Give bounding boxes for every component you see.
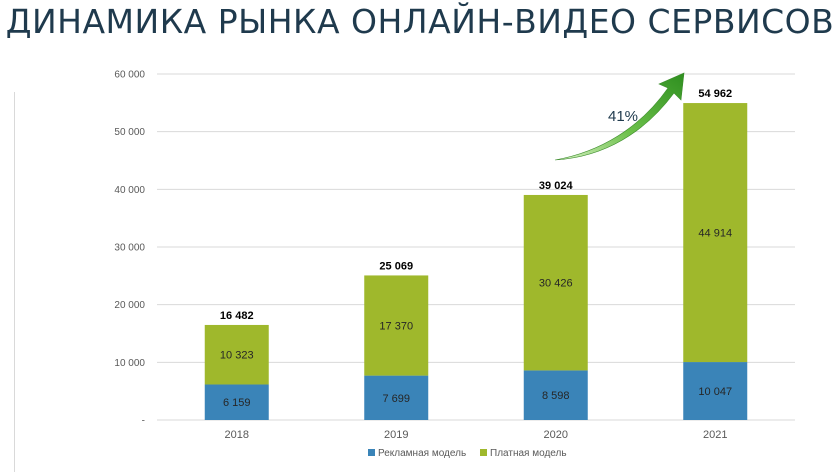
segment-value-label: 44 914 xyxy=(698,228,732,240)
divider xyxy=(14,92,15,472)
segment-value-label: 8 598 xyxy=(542,390,570,402)
y-tick-label: - xyxy=(142,416,145,427)
bar-segment-paid-model xyxy=(683,103,748,363)
y-tick-label: 30 000 xyxy=(114,243,145,254)
bar-segment-ad-model xyxy=(523,370,588,420)
bar-segment-ad-model xyxy=(364,375,429,420)
total-value-label: 16 482 xyxy=(220,310,254,322)
segment-value-label: 17 370 xyxy=(379,321,413,333)
total-value-label: 54 962 xyxy=(698,88,732,100)
segment-value-label: 30 426 xyxy=(539,278,573,290)
segment-value-label: 10 323 xyxy=(220,350,254,362)
segment-value-label: 6 159 xyxy=(223,397,251,409)
legend-swatch xyxy=(368,449,375,456)
segment-value-label: 10 047 xyxy=(698,386,732,398)
data-labels: 6 159 10 323 16 482 7 699 17 370 25 069 8 598 3… xyxy=(220,88,732,409)
x-tick-label: 2020 xyxy=(544,429,568,441)
y-tick-label: 60 000 xyxy=(114,70,145,81)
bar-segment-paid-model xyxy=(364,275,429,376)
total-value-label: 39 024 xyxy=(539,180,574,192)
segment-value-label: 7 699 xyxy=(382,393,410,405)
growth-annotation: 41% xyxy=(554,72,685,161)
legend-label: Рекламная модель xyxy=(378,448,466,459)
bars xyxy=(204,103,748,420)
legend-swatch xyxy=(480,449,487,456)
y-tick-label: 20 000 xyxy=(114,300,145,311)
x-tick-label: 2018 xyxy=(225,429,249,441)
total-value-label: 25 069 xyxy=(379,260,413,272)
growth-arrow-icon xyxy=(554,72,685,161)
bar-segment-ad-model xyxy=(683,362,748,420)
bar-segment-paid-model xyxy=(204,324,269,385)
growth-label: 41% xyxy=(608,108,638,125)
y-tick-label: 10 000 xyxy=(114,358,145,369)
x-axis: 2018 2019 2020 2021 xyxy=(225,429,728,441)
y-tick-label: 40 000 xyxy=(114,185,145,196)
page-title: ДИНАМИКА РЫНКА ОНЛАЙН-ВИДЕО СЕРВИСОВ xyxy=(5,2,835,41)
y-tick-label: 50 000 xyxy=(114,127,145,138)
y-axis: - 10 000 20 000 30 000 40 000 50 000 60 000 xyxy=(114,70,145,427)
bar-segment-paid-model xyxy=(523,194,588,371)
x-tick-label: 2019 xyxy=(384,429,408,441)
x-tick-label: 2021 xyxy=(703,429,727,441)
legend-label: Платная модель xyxy=(490,448,567,459)
legend: Рекламная модель Платная модель xyxy=(368,448,567,459)
bar-segment-ad-model xyxy=(204,384,269,420)
